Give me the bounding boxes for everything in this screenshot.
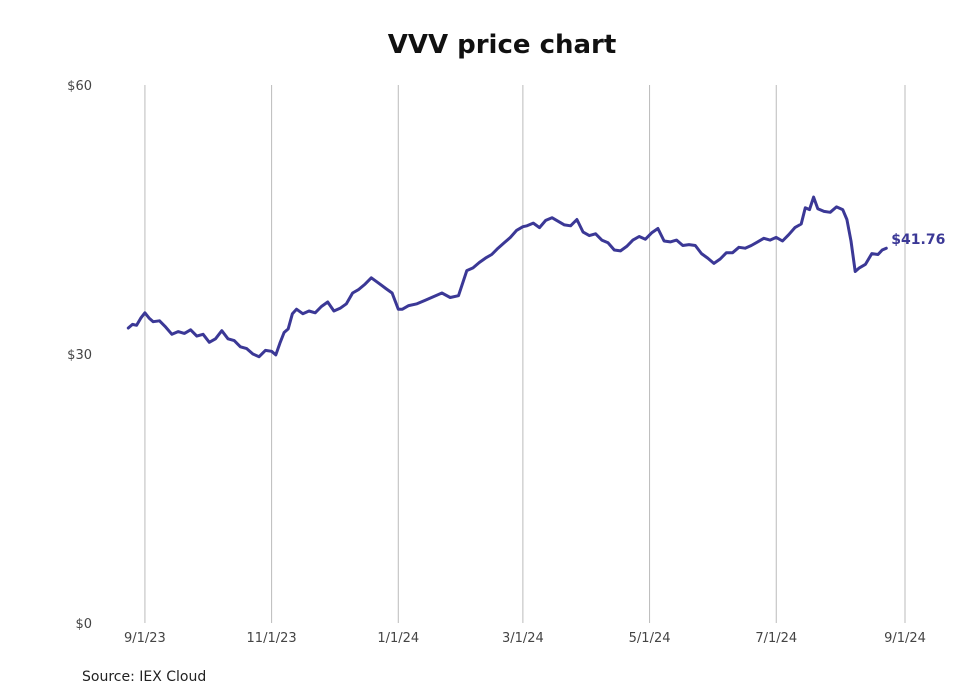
x-tick-label: 7/1/24 [755, 631, 797, 646]
x-axis-ticks: 9/1/23 11/1/23 1/1/24 3/1/24 5/1/24 7/1/24 9/1… [124, 631, 926, 646]
price-line [126, 195, 888, 359]
x-tick-label: 3/1/24 [502, 631, 544, 646]
x-tick-label: 9/1/23 [124, 631, 166, 646]
x-tick-label: 9/1/24 [884, 631, 926, 646]
y-tick-label: $30 [67, 348, 92, 363]
source-note: Source: IEX Cloud [82, 669, 207, 685]
last-price-label: $41.76 [891, 232, 945, 248]
grid-lines [144, 85, 906, 623]
chart-title: VVV price chart [387, 30, 617, 60]
x-tick-label: 11/1/23 [247, 631, 297, 646]
y-tick-label: $60 [67, 79, 92, 94]
x-tick-label: 1/1/24 [377, 631, 419, 646]
y-tick-label: $0 [75, 617, 92, 632]
x-tick-label: 5/1/24 [629, 631, 671, 646]
y-axis-ticks: $0 $30 $60 [67, 79, 92, 632]
